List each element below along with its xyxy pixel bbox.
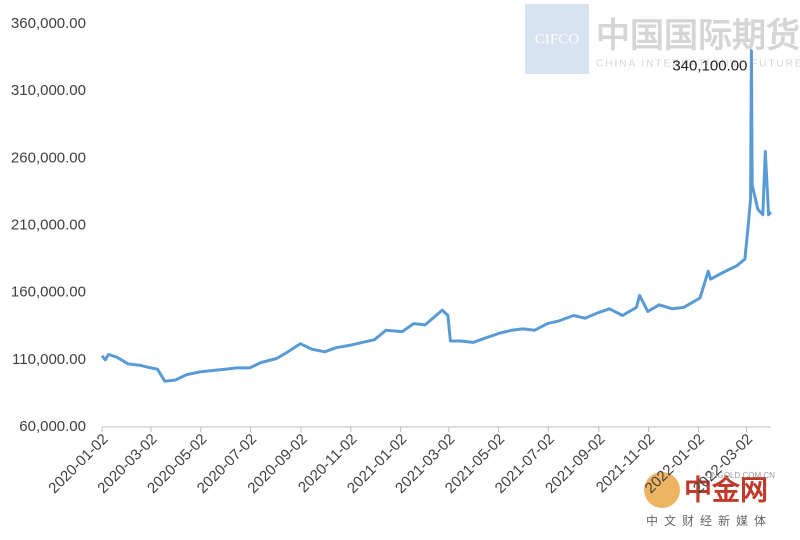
y-tick-label: 60,000.00 (19, 418, 86, 435)
y-tick-label: 260,000.00 (11, 149, 86, 166)
cifco-en: CHINA INTERNATIONAL FUTURES (596, 59, 800, 70)
y-tick-label: 310,000.00 (11, 82, 86, 99)
cngold-watermark: 中金网 CNGOLD.COM.CN 中文财经新媒体 (644, 471, 775, 528)
cngold-url: CNGOLD.COM.CN (706, 471, 775, 480)
cifco-text: CIFCO (535, 31, 579, 47)
peak-label: 340,100.00 (672, 58, 747, 75)
series-line (100, 49, 773, 383)
cifco-cn: 中国国际期货 (596, 17, 800, 55)
y-tick-label: 210,000.00 (11, 216, 86, 233)
y-tick-label: 360,000.00 (11, 15, 86, 32)
cngold-sub: 中文财经新媒体 (646, 513, 772, 528)
cngold-cn: 中金网 (684, 473, 768, 505)
y-tick-label: 110,000.00 (12, 351, 86, 368)
cngold-logo (644, 472, 680, 508)
cifco-watermark: CIFCO 中国国际期货 CHINA INTERNATIONAL FUTURES (525, 4, 800, 74)
cifco-logo (525, 4, 589, 74)
y-tick-label: 160,000.00 (11, 284, 86, 301)
